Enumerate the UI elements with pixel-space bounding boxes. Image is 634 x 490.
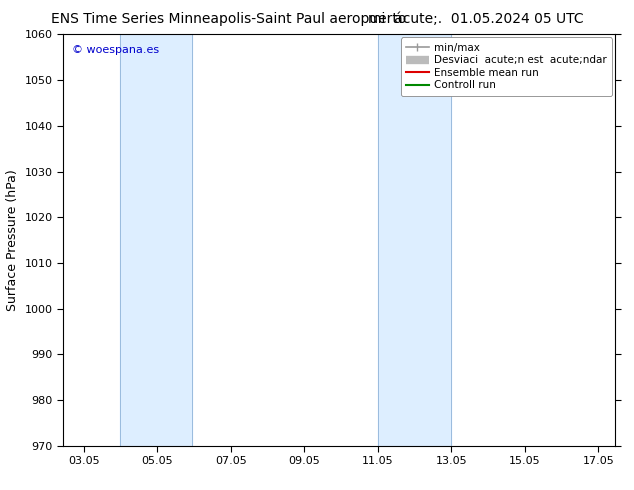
Text: © woespana.es: © woespana.es (72, 45, 158, 54)
Bar (120, 34, 192, 446)
Text: ENS Time Series Minneapolis-Saint Paul aeropuerto: ENS Time Series Minneapolis-Saint Paul a… (51, 12, 406, 26)
Text: mi  ácute;.  01.05.2024 05 UTC: mi ácute;. 01.05.2024 05 UTC (368, 12, 583, 26)
Bar (378, 34, 451, 446)
Y-axis label: Surface Pressure (hPa): Surface Pressure (hPa) (6, 169, 19, 311)
Legend: min/max, Desviaci  acute;n est  acute;ndar, Ensemble mean run, Controll run: min/max, Desviaci acute;n est acute;ndar… (401, 37, 612, 96)
